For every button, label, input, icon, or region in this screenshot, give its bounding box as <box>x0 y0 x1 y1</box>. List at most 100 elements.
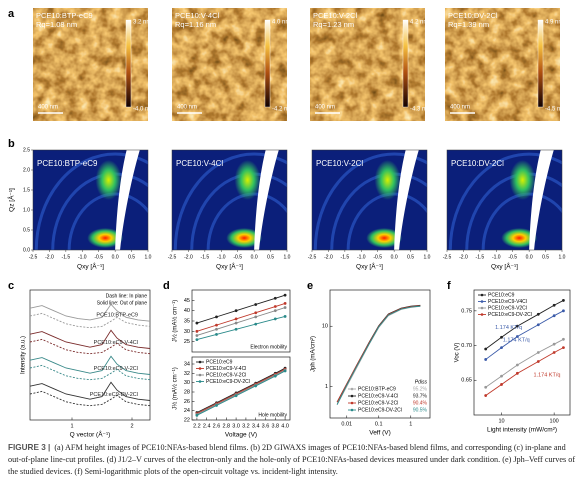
x-axis-label: Voltage (V) <box>225 432 257 439</box>
roughness: Rq=1.16 nm <box>175 20 216 29</box>
scattering-ring <box>34 152 148 250</box>
data-point <box>215 323 218 327</box>
scale-bar-label: 400 nm <box>38 105 58 111</box>
y-tick-label: 2.5 <box>23 147 30 153</box>
data-point <box>500 346 503 350</box>
pi-stacking-peak <box>234 160 261 200</box>
x-tick-label: 1.0 <box>424 254 431 260</box>
sample-label: PCE10:V-2Cl <box>316 159 363 168</box>
missing-wedge <box>115 150 140 250</box>
data-point <box>484 347 488 351</box>
x-tick-label: 0.0 <box>251 254 258 260</box>
panel-letter: b <box>8 138 15 150</box>
y-axis-label: J½ (mA½ cm⁻¹) <box>172 367 179 410</box>
series-line <box>485 300 564 350</box>
x-tick-label: 2.4 <box>203 423 211 429</box>
data-point <box>273 317 277 321</box>
data-point <box>515 324 519 328</box>
x-tick-label: 3.4 <box>252 423 260 429</box>
caption: FIGURE 3 | (a) AFM height images of PCE10… <box>8 442 578 478</box>
data-point <box>234 321 238 325</box>
series-line <box>485 338 564 388</box>
series-line <box>196 367 286 413</box>
x-tick-label: 1.0 <box>559 254 566 260</box>
data-point <box>215 327 218 331</box>
axis-label: Qxy [Å⁻¹] <box>77 262 104 271</box>
giwaxs-image <box>33 150 148 250</box>
scale-bar-label: 400 nm <box>450 105 470 111</box>
legend-marker <box>198 367 202 370</box>
data-point <box>515 363 519 367</box>
x-tick-label: -2.5 <box>168 254 177 260</box>
y-axis-label: Voc (V) <box>455 343 461 363</box>
data-point <box>552 342 556 346</box>
data-point <box>283 369 287 373</box>
note: Electron mobility <box>250 344 287 350</box>
legend-marker <box>350 387 354 391</box>
x-axis-label: Q vector (Å⁻¹) <box>70 430 111 439</box>
x-tick-label: -2.5 <box>443 254 452 260</box>
x-tick-label: 2 <box>130 423 133 429</box>
plot-frame <box>329 289 431 419</box>
y-tick-label: 30 <box>184 329 190 335</box>
x-axis-label: Veff (V) <box>369 430 391 437</box>
legend-label: PCE10:BTP-eC9 <box>358 386 396 392</box>
series-line <box>485 310 564 360</box>
y-tick-label: 30 <box>184 380 190 386</box>
x-tick-label: 3.6 <box>262 423 270 429</box>
x-tick-label: 2.2 <box>193 423 201 429</box>
data-point <box>234 394 238 398</box>
legend-marker <box>350 394 354 398</box>
legend-label: PCE10:eC9 <box>488 292 515 298</box>
legend-note: 93.7% <box>413 393 428 399</box>
data-point <box>254 303 258 306</box>
data-point <box>283 315 287 318</box>
data-point <box>536 323 540 327</box>
x-tick-label: -2.0 <box>459 254 468 260</box>
legend-marker <box>480 306 484 310</box>
giwaxs-image <box>447 150 562 250</box>
x-tick-label: -1.5 <box>201 254 210 260</box>
data-point <box>562 337 565 341</box>
y-axis-label: Intensity (a.u.) <box>21 336 27 374</box>
x-tick-label: 10 <box>498 418 504 424</box>
color-bar-max: 3.2 nm <box>133 20 151 26</box>
y-tick-label: 32 <box>184 371 190 377</box>
color-bar-min: -4.2 nm <box>272 107 292 113</box>
legend-label: PCE10:eC9-V2Cl <box>488 305 527 311</box>
figure-label: FIGURE 3 | <box>8 443 51 452</box>
legend-marker <box>198 360 202 364</box>
series-line <box>196 316 286 341</box>
legend-label: PCE10:eC9-V-4Cl <box>358 393 398 399</box>
legend-marker <box>350 408 354 412</box>
data-point <box>273 296 277 300</box>
legend-label: PCE10:eC9 <box>206 359 233 365</box>
series-line <box>196 294 286 324</box>
x-tick-label: -1.5 <box>341 254 350 260</box>
data-point <box>484 385 488 389</box>
plot-frame <box>29 289 151 421</box>
data-point <box>536 360 540 363</box>
data-point <box>562 299 565 302</box>
y-tick-label: 22 <box>184 417 190 423</box>
color-bar-min: -4.0 nm <box>133 107 153 113</box>
legend-label: PCE10:eC9-V-2Cl <box>358 400 398 406</box>
image-frame <box>446 149 563 251</box>
x-tick-label: 0.01 <box>341 421 352 427</box>
sample-label: PCE10:DV-2Cl <box>448 11 498 20</box>
color-bar <box>125 19 132 108</box>
series-line <box>29 303 151 322</box>
data-point <box>195 338 199 341</box>
x-tick-label: -1.0 <box>217 254 226 260</box>
legend-label: PCE10:eC9-DV-2Cl <box>488 312 532 318</box>
data-point <box>273 374 277 378</box>
color-bar <box>402 19 409 108</box>
color-bar-min: -4.3 nm <box>410 107 430 113</box>
x-tick-label: 0.5 <box>407 254 414 260</box>
sample-label: PCE10:V-4Cl <box>175 11 220 20</box>
y-tick-label: 0.0 <box>23 247 30 253</box>
panel-letter: e <box>307 280 313 292</box>
axis-label: Qxy [Å⁻¹] <box>356 262 383 271</box>
panel-letter: a <box>8 8 15 20</box>
series-line <box>196 368 286 414</box>
